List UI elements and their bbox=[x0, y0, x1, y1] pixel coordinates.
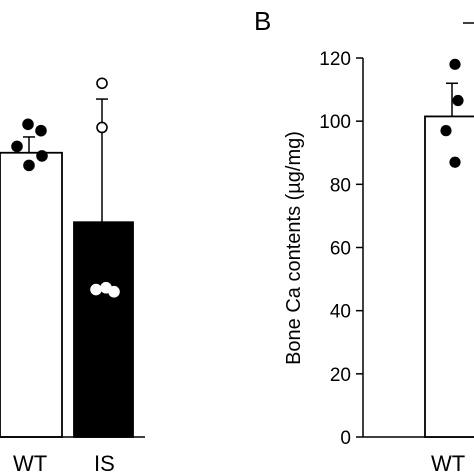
data-point bbox=[90, 283, 102, 296]
data-point bbox=[35, 124, 47, 137]
bar bbox=[73, 221, 134, 438]
x-tick-label: IS bbox=[94, 451, 115, 474]
y-tick-label: 60 bbox=[330, 239, 351, 260]
panel-label: B bbox=[254, 6, 271, 36]
y-tick-label: 120 bbox=[319, 49, 351, 70]
x-tick-label: WT bbox=[431, 451, 465, 474]
data-point bbox=[96, 121, 108, 134]
panel-a: WT IS bbox=[0, 77, 145, 474]
data-point bbox=[440, 125, 452, 137]
bar bbox=[0, 151, 63, 438]
data-point bbox=[452, 94, 464, 107]
y-tick-label: 40 bbox=[330, 302, 351, 323]
data-point bbox=[449, 156, 461, 168]
x-tick-label: WT bbox=[13, 451, 47, 474]
panel-b: B Bone Ca contents (µg/mg) 0 20 40 60 80 100 1… bbox=[254, 6, 474, 474]
data-point bbox=[36, 150, 48, 162]
data-point bbox=[449, 58, 461, 70]
data-point bbox=[96, 77, 108, 90]
data-point bbox=[108, 285, 120, 298]
bar bbox=[424, 115, 474, 438]
y-tick-label: 80 bbox=[330, 175, 351, 196]
data-point bbox=[11, 140, 23, 153]
y-axis-label: Bone Ca contents (µg/mg) bbox=[283, 131, 305, 365]
y-tick-label: 100 bbox=[319, 112, 351, 133]
y-tick-label: 0 bbox=[340, 428, 351, 449]
data-point bbox=[22, 118, 34, 131]
data-point bbox=[23, 159, 35, 172]
y-tick-label: 20 bbox=[330, 365, 351, 386]
